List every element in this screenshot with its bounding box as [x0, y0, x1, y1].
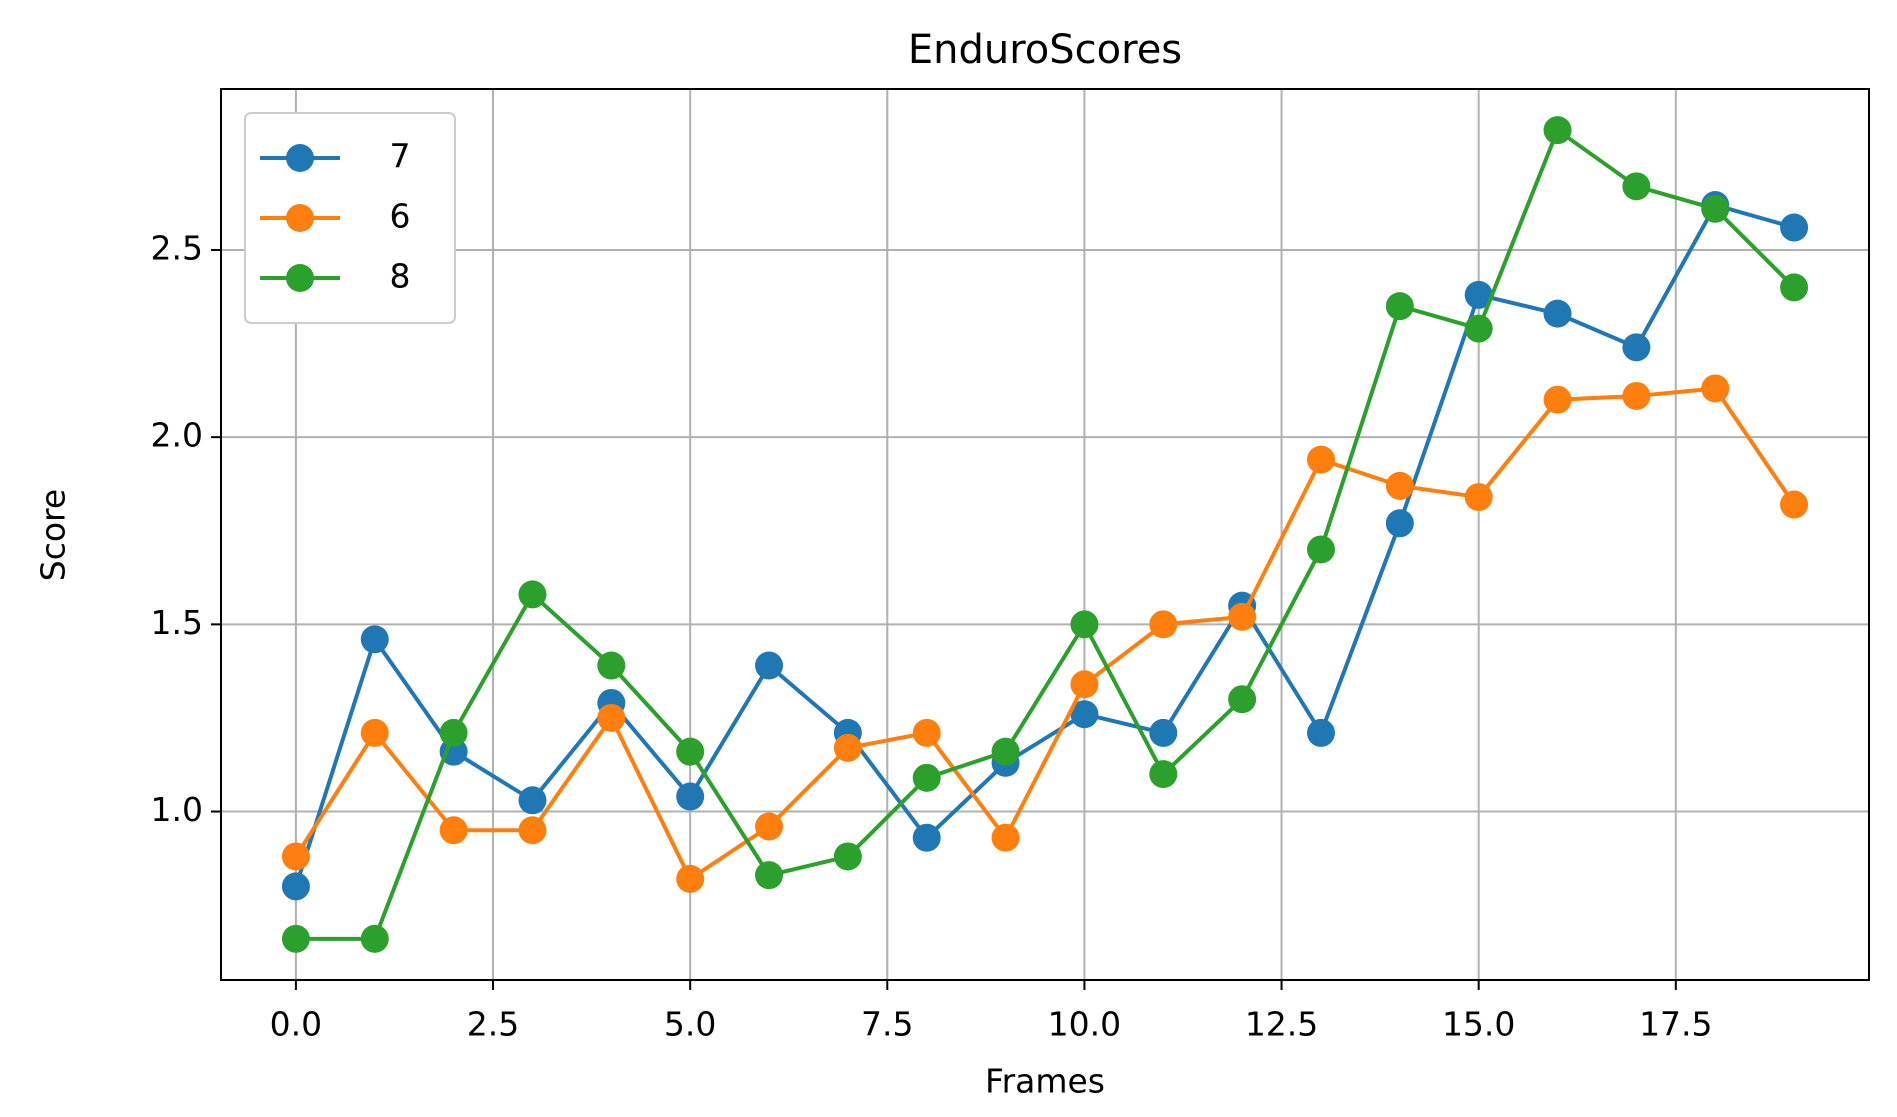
chart-title: EnduroScores [908, 27, 1182, 73]
point [1622, 333, 1651, 362]
point [518, 580, 547, 609]
point [1385, 471, 1414, 500]
x-tick-label: 7.5 [861, 1005, 913, 1044]
point [1070, 610, 1099, 639]
point [912, 718, 941, 747]
x-tick-label: 5.0 [664, 1005, 716, 1044]
point [1543, 299, 1572, 328]
point [1149, 610, 1178, 639]
point [1228, 602, 1257, 631]
point [1543, 385, 1572, 414]
point [1306, 718, 1335, 747]
point [991, 737, 1020, 766]
point [1464, 483, 1493, 512]
point [1543, 116, 1572, 145]
point [833, 842, 862, 871]
point [1622, 381, 1651, 410]
x-tick-label: 10.0 [1048, 1005, 1121, 1044]
point [1306, 535, 1335, 564]
series-line [295, 127, 1796, 941]
point [991, 823, 1020, 852]
x-tick-label: 2.5 [467, 1005, 519, 1044]
point [1070, 670, 1099, 699]
point [755, 861, 784, 890]
legend-label: 8 [390, 257, 411, 296]
point [360, 924, 389, 953]
point [1149, 760, 1178, 789]
x-axis-label: Frames [985, 1062, 1105, 1101]
series-line [294, 386, 1796, 882]
point [1070, 700, 1099, 729]
point [360, 625, 389, 654]
point [1780, 213, 1809, 242]
y-tick-label: 1.5 [151, 603, 203, 642]
point [1385, 292, 1414, 321]
point [1701, 374, 1730, 403]
point [597, 703, 626, 732]
legend-marker [286, 264, 314, 292]
legend-label: 6 [390, 197, 411, 236]
point [755, 651, 784, 680]
point [676, 864, 705, 893]
point [1464, 280, 1493, 309]
legend-label: 7 [390, 137, 411, 176]
point [360, 718, 389, 747]
x-tick-label: 12.5 [1245, 1005, 1318, 1044]
point [1385, 509, 1414, 538]
x-tick-label: 0.0 [270, 1005, 322, 1044]
point [676, 737, 705, 766]
x-tick-label: 17.5 [1639, 1005, 1712, 1044]
point [912, 823, 941, 852]
point [281, 842, 310, 871]
point [518, 786, 547, 815]
point [1701, 194, 1730, 223]
point [439, 816, 468, 845]
axes-frame [220, 88, 1870, 981]
point [833, 733, 862, 762]
y-axis-label: Score [34, 489, 73, 581]
point [912, 763, 941, 792]
x-tick-label: 15.0 [1442, 1005, 1515, 1044]
point [281, 872, 310, 901]
point [439, 718, 468, 747]
point [1622, 172, 1651, 201]
legend-marker [286, 204, 314, 232]
y-tick-label: 2.5 [151, 228, 203, 267]
legend-marker [286, 144, 314, 172]
point [281, 924, 310, 953]
point [1780, 273, 1809, 302]
point [1464, 314, 1493, 343]
point [518, 816, 547, 845]
point [597, 651, 626, 680]
point [676, 782, 705, 811]
point [1780, 490, 1809, 519]
y-tick-label: 2.0 [151, 416, 203, 455]
point [1228, 685, 1257, 714]
point [755, 812, 784, 841]
point [1306, 445, 1335, 474]
y-tick-label: 1.0 [151, 790, 203, 829]
point [1149, 718, 1178, 747]
